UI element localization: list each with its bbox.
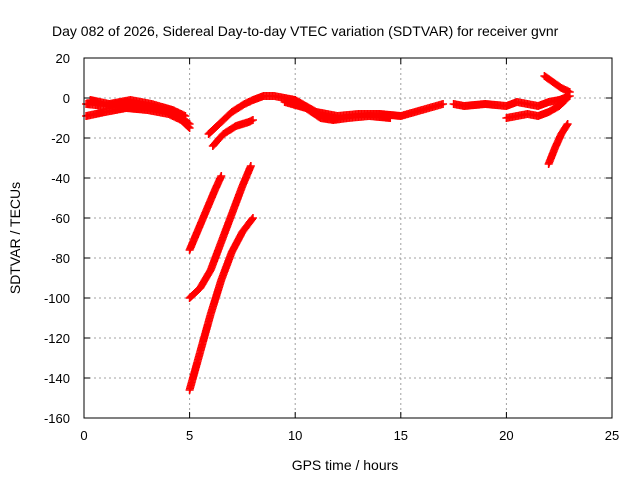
series-arc-8: [185, 162, 255, 302]
data-point: [185, 124, 194, 132]
x-tick-label: 25: [605, 428, 619, 443]
data-point: [246, 162, 255, 170]
data-point: [248, 116, 257, 124]
x-tick-label: 0: [80, 428, 87, 443]
series-arc-4b: [502, 96, 570, 122]
y-tick-label: -60: [51, 211, 70, 226]
y-tick-label: 0: [63, 91, 70, 106]
data-point: [248, 214, 257, 222]
x-tick-label: 10: [288, 428, 302, 443]
x-axis: 0 5 10 15 20 25: [80, 58, 619, 443]
x-axis-label: GPS time / hours: [292, 457, 399, 473]
series-arc-1c: [86, 96, 190, 120]
y-tick-label: 20: [56, 51, 70, 66]
y-axis-label: SDTVAR / TECUs: [7, 182, 23, 294]
series-arc-2b: [280, 98, 395, 124]
y-tick-label: -120: [44, 331, 70, 346]
data-series: [82, 72, 574, 394]
data-point: [439, 100, 448, 108]
data-point: [386, 114, 395, 122]
y-tick-label: -160: [44, 411, 70, 426]
series-arc-3: [208, 116, 257, 150]
data-point: [565, 88, 574, 96]
data-point: [560, 97, 569, 105]
series-arc-9: [185, 214, 257, 394]
y-tick-label: -80: [51, 251, 70, 266]
x-tick-label: 15: [394, 428, 408, 443]
plot-frame: [83, 57, 613, 419]
data-point: [563, 120, 572, 128]
y-tick-label: -20: [51, 131, 70, 146]
y-tick-label: -40: [51, 171, 70, 186]
y-tick-label: -100: [44, 291, 70, 306]
series-arc-7: [185, 172, 226, 254]
chart-title: Day 082 of 2026, Sidereal Day-to-day VTE…: [52, 23, 559, 39]
data-point: [181, 112, 190, 120]
data-point: [217, 172, 226, 180]
x-tick-label: 5: [186, 428, 193, 443]
series-arc-6: [544, 120, 572, 168]
data-point: [561, 96, 570, 104]
data-point: [248, 215, 256, 224]
series-arc-5: [540, 72, 574, 96]
x-tick-label: 20: [499, 428, 513, 443]
y-tick-label: -140: [44, 371, 70, 386]
series-arc-4: [449, 92, 574, 110]
y-axis: -160 -140 -120 -100 -80 -60 -40 -20 0 20: [44, 51, 612, 426]
data-point: [184, 123, 193, 131]
